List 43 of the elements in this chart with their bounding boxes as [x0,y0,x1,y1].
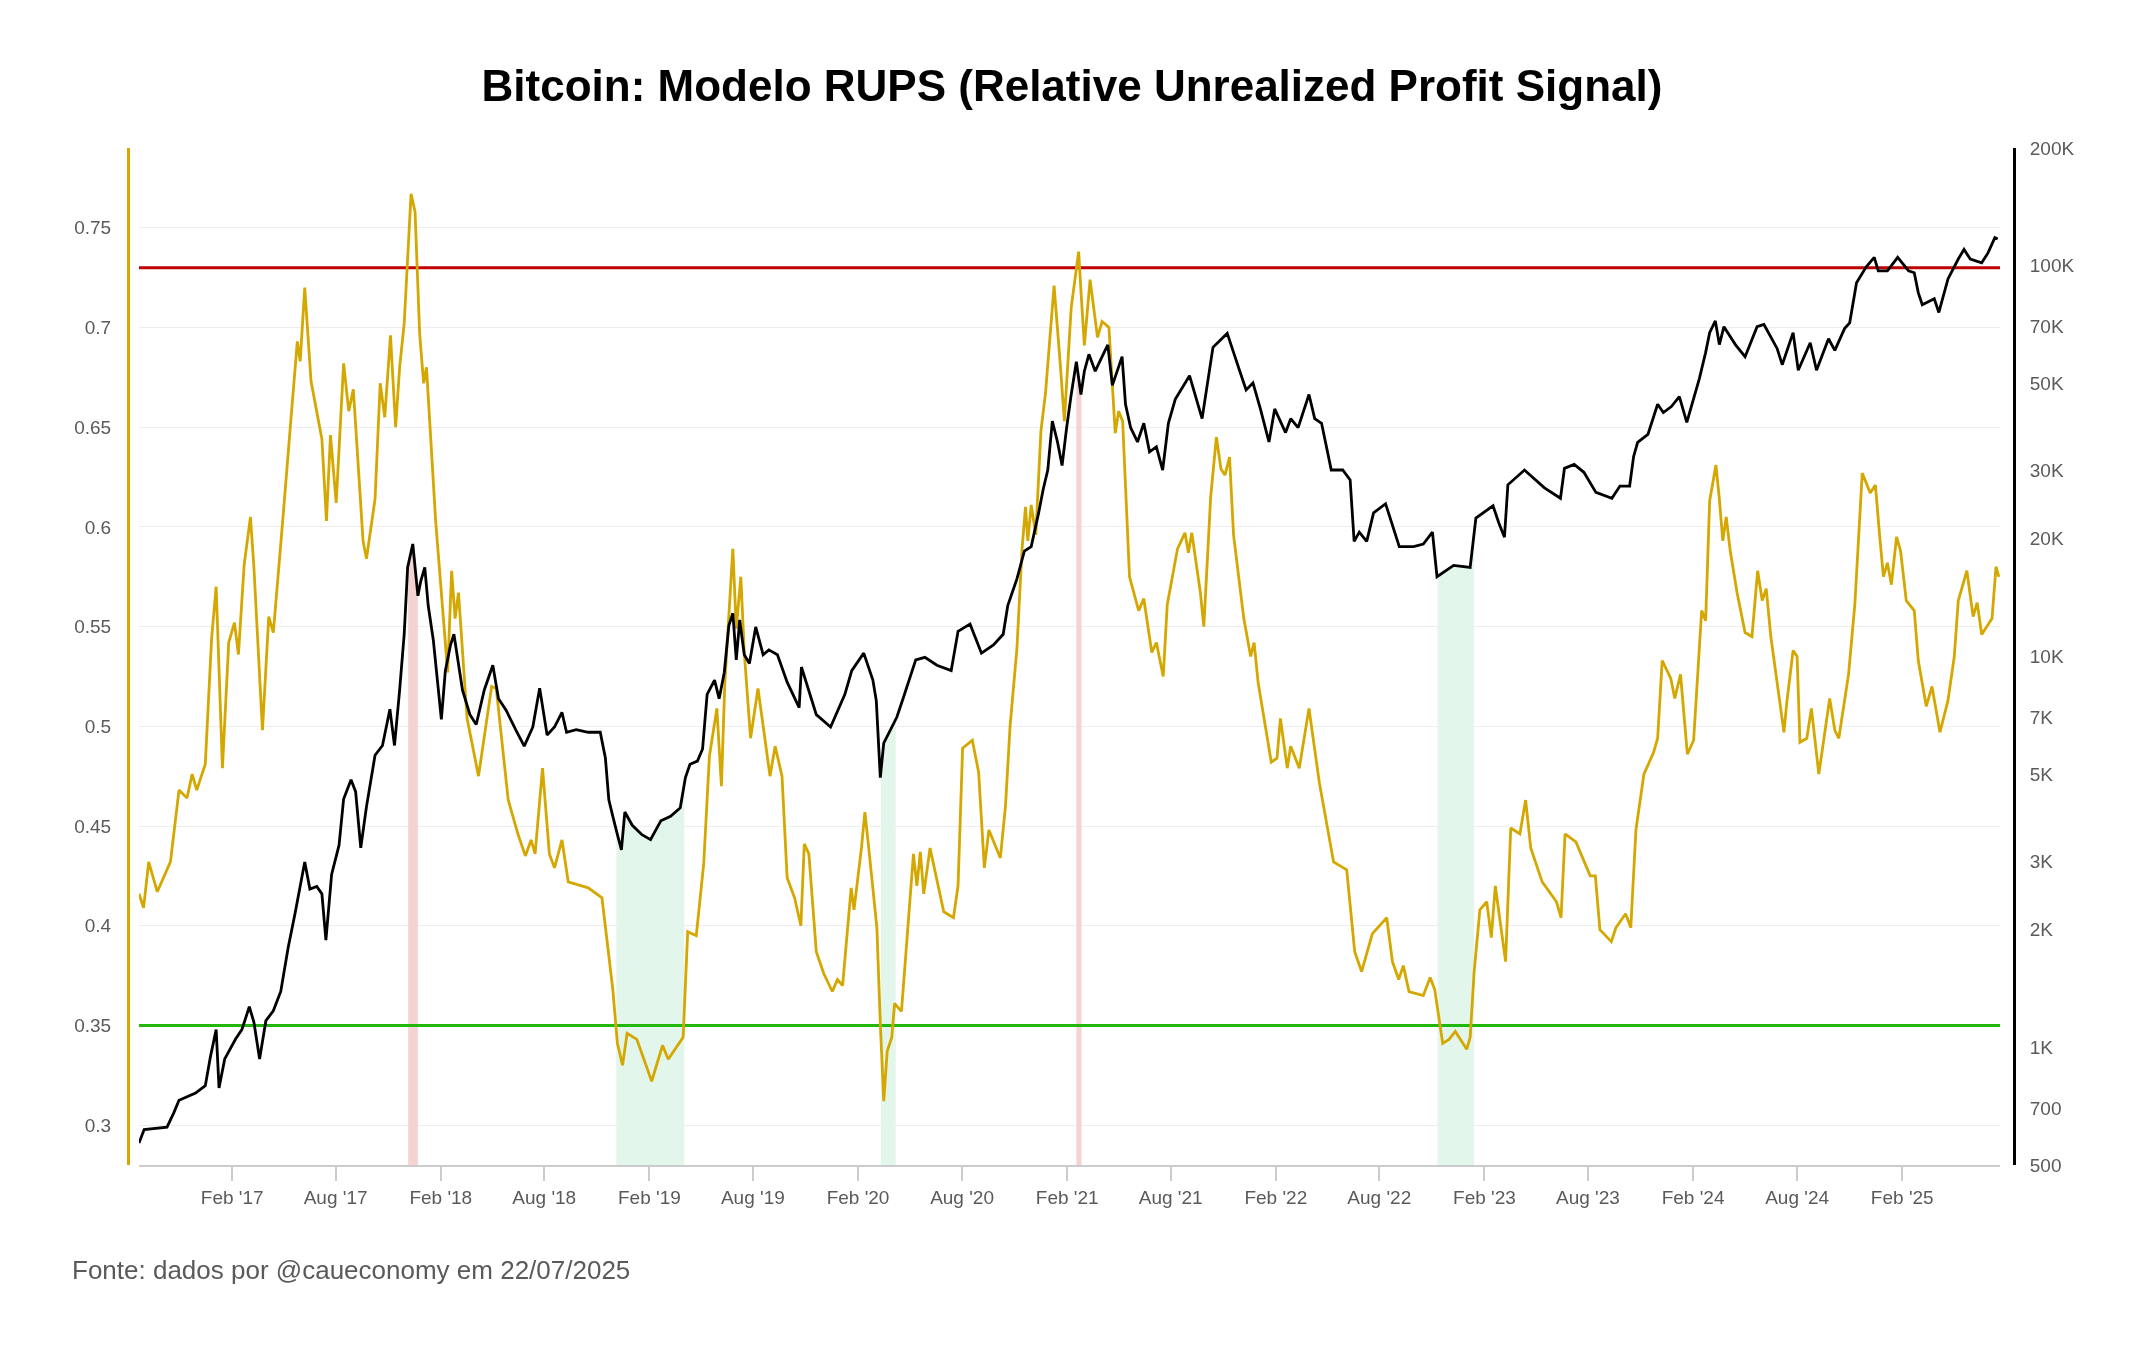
y2-tick-label: 30K [2029,459,2064,481]
y2-tick-label: 3K [2029,850,2054,872]
x-tick-label: Feb '23 [1453,1186,1516,1208]
y2-tick-label: 10K [2029,646,2064,668]
y2-tick-label: 20K [2029,528,2064,550]
x-tick-label: Aug '20 [930,1186,994,1208]
x-tick-label: Aug '21 [1138,1186,1203,1208]
x-tick-label: Feb '20 [826,1186,890,1208]
x-tick-label: Feb '21 [1035,1186,1099,1208]
y-tick-label: 0.75 [74,217,112,239]
x-tick-label: Feb '17 [200,1186,264,1208]
source-note: Fonte: dados por @caueconomy em 22/07/2025 [72,1255,631,1285]
x-tick-label: Feb '19 [618,1186,681,1208]
y2-tick-label: 50K [2029,372,2064,394]
y-tick-label: 0.5 [84,715,112,737]
y-tick-label: 0.45 [74,815,112,837]
x-tick-label: Aug '18 [512,1186,577,1208]
y-tick-label: 0.3 [84,1114,112,1136]
y-tick-label: 0.55 [74,616,112,638]
y2-tick-label: 7K [2029,706,2054,728]
x-tick-label: Aug '23 [1555,1186,1620,1208]
y-tick-label: 0.4 [84,915,112,937]
y-tick-label: 0.35 [74,1015,112,1037]
y-tick-label: 0.7 [84,317,112,339]
x-tick-label: Feb '24 [1661,1186,1725,1208]
x-tick-label: Feb '22 [1244,1186,1308,1208]
y2-tick-label: 1K [2029,1036,2054,1058]
x-tick-label: Aug '19 [720,1186,785,1208]
x-tick-label: Aug '17 [303,1186,368,1208]
chart-title: Bitcoin: Modelo RUPS (Relative Unrealized Profit Signal) [481,61,1663,111]
y2-tick-label: 700 [2029,1097,2062,1119]
y2-tick-label: 2K [2029,919,2054,941]
y2-tick-label: 5K [2029,763,2054,785]
y2-tick-label: 200K [2029,137,2075,159]
y-tick-label: 0.65 [74,416,112,438]
y2-tick-label: 100K [2029,255,2075,277]
x-tick-label: Feb '25 [1870,1186,1934,1208]
x-tick-label: Feb '18 [409,1186,473,1208]
x-tick-label: Aug '24 [1765,1186,1830,1208]
y2-tick-label: 70K [2029,315,2064,337]
y2-tick-label: 500 [2029,1154,2062,1176]
x-tick-label: Aug '22 [1347,1186,1412,1208]
y-tick-label: 0.6 [84,516,112,538]
